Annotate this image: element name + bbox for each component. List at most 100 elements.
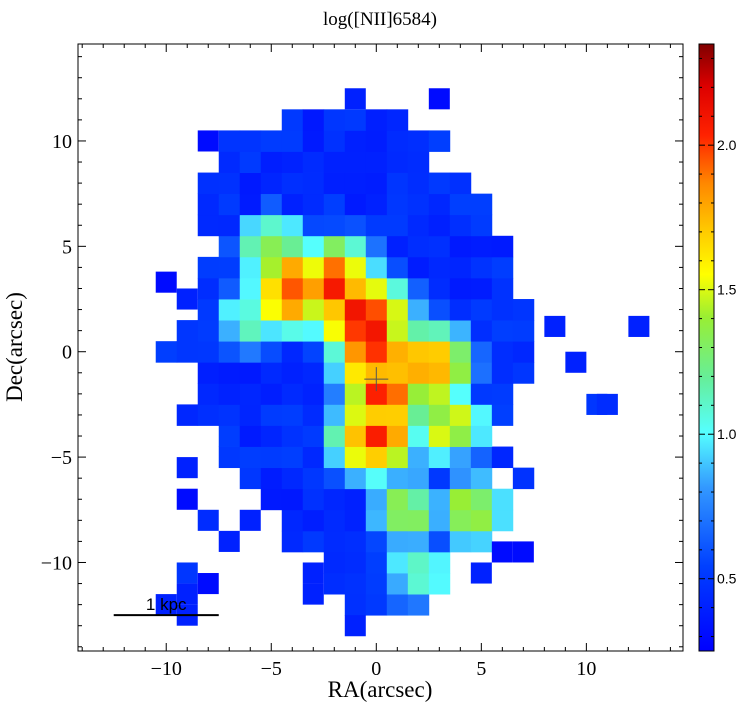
map-pixel bbox=[470, 404, 493, 426]
center-plus-marker bbox=[364, 367, 389, 392]
colorbar-ticks: 0.5 1.0 1.5 2.0 bbox=[699, 57, 737, 638]
map-pixel bbox=[239, 172, 262, 195]
map-pixel bbox=[565, 351, 587, 373]
map-pixel bbox=[386, 299, 409, 321]
map-pixel bbox=[281, 425, 304, 447]
map-pixel bbox=[239, 193, 262, 216]
map-pixel bbox=[281, 172, 304, 195]
map-pixel bbox=[365, 446, 388, 469]
map-pixel bbox=[470, 425, 493, 447]
map-pixel bbox=[470, 341, 493, 363]
map-pixel bbox=[218, 446, 241, 469]
map-pixel bbox=[407, 530, 430, 553]
map-pixel bbox=[323, 509, 346, 532]
map-pixel bbox=[239, 235, 262, 258]
map-pixel bbox=[281, 383, 304, 405]
map-pixel bbox=[197, 362, 220, 384]
map-pixel bbox=[260, 341, 283, 363]
y-tick-label: −5 bbox=[51, 447, 72, 469]
map-pixel bbox=[218, 383, 241, 405]
map-pixel bbox=[218, 214, 241, 237]
map-pixel bbox=[428, 214, 451, 237]
map-pixel bbox=[407, 299, 430, 321]
map-pixel bbox=[197, 341, 220, 363]
map-pixel bbox=[491, 404, 514, 426]
map-pixel bbox=[491, 256, 514, 279]
map-pixel bbox=[218, 277, 241, 300]
map-pixel bbox=[470, 256, 493, 279]
map-pixel bbox=[386, 509, 409, 532]
map-pixel bbox=[218, 341, 241, 363]
map-pixel bbox=[344, 446, 367, 469]
map-pixel bbox=[155, 341, 178, 363]
map-pixel bbox=[386, 551, 409, 574]
x-tick-label: −5 bbox=[261, 658, 282, 680]
map-pixel bbox=[449, 235, 472, 258]
map-pixel bbox=[407, 193, 430, 216]
map-pixel bbox=[491, 362, 514, 384]
map-pixel bbox=[365, 256, 388, 279]
map-pixel bbox=[628, 315, 650, 337]
map-pixel bbox=[386, 425, 409, 447]
map-pixel bbox=[470, 562, 492, 584]
map-pixel bbox=[428, 488, 451, 511]
x-tick-label: 0 bbox=[371, 658, 381, 680]
map-pixel bbox=[239, 509, 261, 531]
map-pixel bbox=[239, 404, 262, 426]
map-pixel bbox=[323, 130, 346, 152]
map-pixel bbox=[344, 193, 367, 216]
map-pixel bbox=[428, 509, 451, 532]
y-axis-label: Dec(arcsec) bbox=[2, 292, 27, 402]
map-pixel bbox=[365, 404, 388, 426]
map-pixel bbox=[218, 256, 241, 279]
map-pixel bbox=[302, 151, 325, 173]
colorbar-tick-label: 1.0 bbox=[717, 426, 737, 442]
map-pixel bbox=[218, 172, 241, 195]
map-pixel bbox=[218, 404, 241, 426]
colorbar-tick-label: 1.5 bbox=[717, 282, 737, 298]
map-pixel bbox=[428, 256, 451, 279]
map-pixel bbox=[302, 172, 325, 195]
map-pixel bbox=[281, 109, 304, 131]
map-pixel bbox=[365, 320, 388, 342]
map-pixel bbox=[470, 299, 493, 321]
map-pixel bbox=[260, 256, 283, 279]
map-pixel bbox=[323, 299, 346, 321]
map-pixel bbox=[365, 193, 388, 216]
map-pixel bbox=[365, 467, 388, 490]
map-pixel bbox=[386, 383, 409, 405]
map-pixel bbox=[386, 446, 409, 469]
y-tick-label: 5 bbox=[62, 236, 72, 258]
map-pixel bbox=[323, 404, 346, 426]
map-pixel bbox=[365, 172, 388, 195]
colorbar bbox=[699, 44, 714, 651]
map-pixel bbox=[323, 488, 346, 511]
map-pixel bbox=[386, 193, 409, 216]
map-pixel bbox=[470, 235, 493, 258]
map-pixel bbox=[365, 530, 388, 553]
map-pixel bbox=[302, 509, 325, 532]
map-pixel bbox=[407, 551, 430, 574]
map-pixel bbox=[449, 362, 472, 384]
map-pixel bbox=[386, 256, 409, 279]
map-pixel bbox=[176, 341, 199, 363]
map-pixel bbox=[344, 425, 367, 447]
map-pixel bbox=[281, 277, 304, 300]
map-pixel bbox=[344, 341, 367, 363]
map-pixel bbox=[407, 425, 430, 447]
map-pixel bbox=[491, 383, 514, 405]
map-pixel bbox=[281, 320, 304, 342]
map-pixel bbox=[407, 573, 430, 595]
map-pixel bbox=[470, 467, 493, 490]
map-pixel bbox=[386, 530, 409, 553]
map-pixel bbox=[407, 594, 430, 616]
map-pixel bbox=[260, 299, 283, 321]
map-pixel bbox=[512, 362, 535, 384]
map-pixel bbox=[197, 193, 220, 216]
map-pixel bbox=[344, 594, 367, 616]
map-pixel bbox=[470, 214, 493, 237]
map-pixel bbox=[365, 383, 388, 405]
map-pixel bbox=[386, 172, 409, 195]
map-pixel bbox=[281, 193, 304, 216]
